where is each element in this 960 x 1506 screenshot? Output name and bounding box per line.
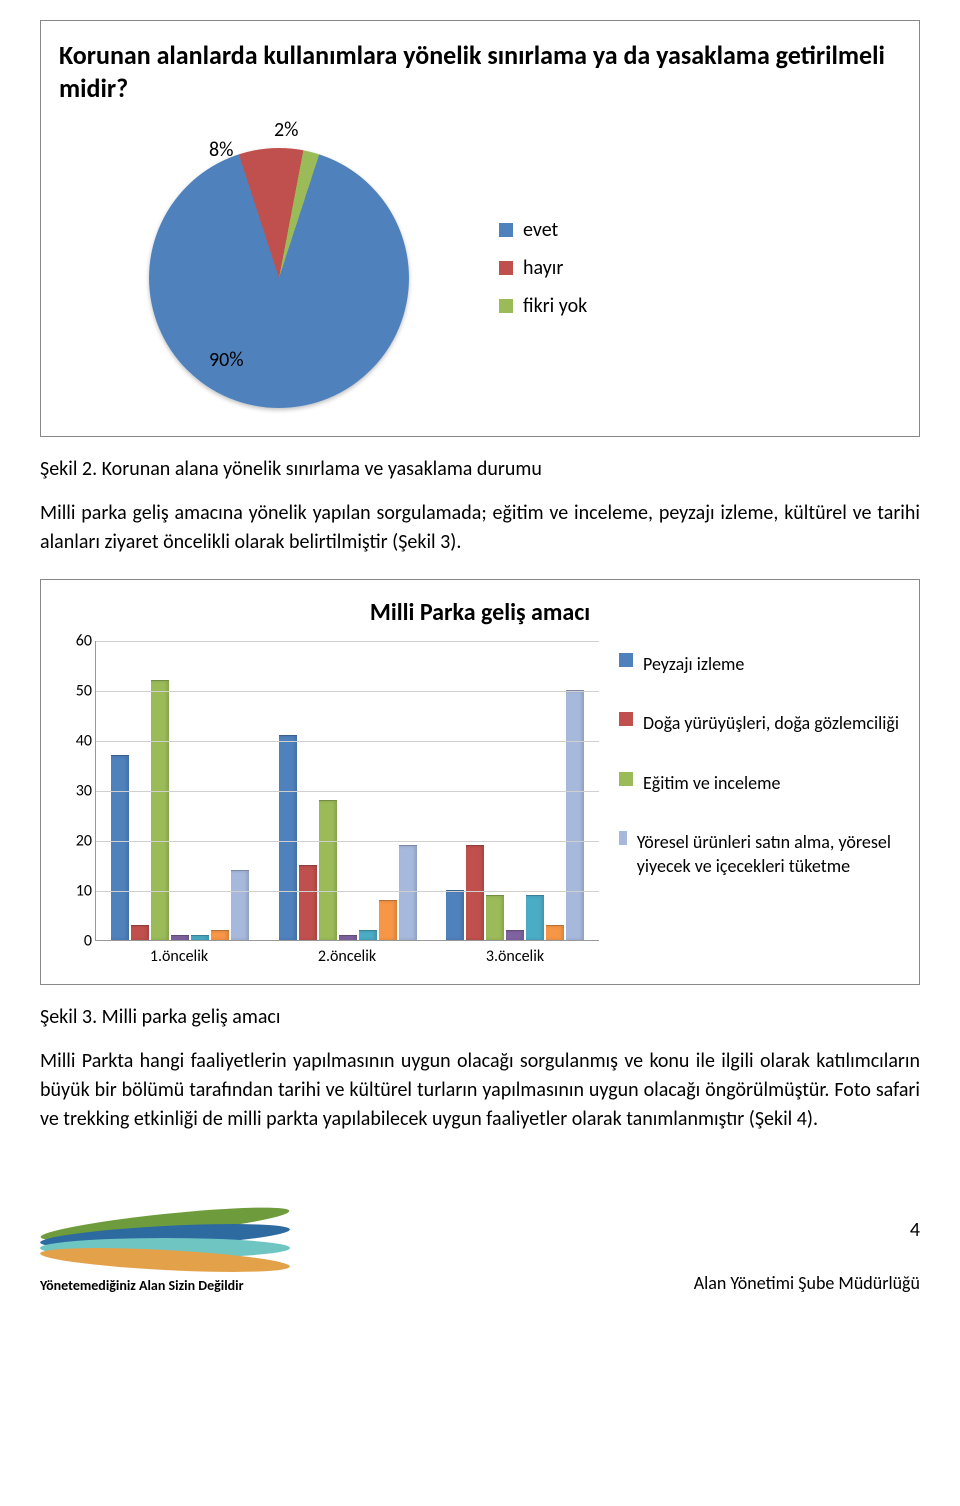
footer-slogan: Yönetemediğiniz Alan Sizin Değildir xyxy=(40,1277,244,1294)
bar xyxy=(466,845,484,940)
bar-legend-label: Yöresel ürünleri satın alma, yöresel yiy… xyxy=(637,831,899,878)
bar xyxy=(279,735,297,940)
bar-legend-item: Yöresel ürünleri satın alma, yöresel yiy… xyxy=(619,831,899,878)
swatch xyxy=(619,653,633,667)
page-number: 4 xyxy=(910,1218,920,1242)
pie-legend-label-evet: evet xyxy=(523,218,558,242)
bar xyxy=(566,690,584,940)
paragraph-2: Milli Parkta hangi faaliyetlerin yapılma… xyxy=(40,1047,920,1134)
footer-logo: Yönetemediğiniz Alan Sizin Değildir xyxy=(40,1204,340,1294)
bar xyxy=(131,925,149,940)
pie-row: 2% 8% 90% evet hayır fikri yok xyxy=(59,118,901,418)
swatch xyxy=(619,772,633,786)
bar xyxy=(339,935,357,940)
bar xyxy=(151,680,169,940)
bar-ylabel: 60 xyxy=(64,632,92,651)
bar-ylabel: 0 xyxy=(64,932,92,951)
bar-legend-item: Eğitim ve inceleme xyxy=(619,772,899,795)
bar xyxy=(231,870,249,940)
bar-xlabel: 2.öncelik xyxy=(263,947,431,966)
bar xyxy=(446,890,464,940)
bar-ylabel: 20 xyxy=(64,832,92,851)
department-name: Alan Yönetimi Şube Müdürlüğü xyxy=(694,1272,920,1294)
swatch-evet xyxy=(499,223,513,237)
bar-legend-label: Eğitim ve inceleme xyxy=(643,772,780,795)
bar xyxy=(191,935,209,940)
pie-legend-item-evet: evet xyxy=(499,218,587,242)
pie-legend: evet hayır fikri yok xyxy=(499,218,587,318)
bar xyxy=(111,755,129,940)
bar-legend-item: Doğa yürüyüşleri, doğa gözlemciliği xyxy=(619,712,899,735)
bar-ylabel: 30 xyxy=(64,782,92,801)
pie-legend-item-fikriyok: fikri yok xyxy=(499,294,587,318)
bar xyxy=(171,935,189,940)
bar-title: Milli Parka geliş amacı xyxy=(59,598,901,627)
bar-xlabel: 1.öncelik xyxy=(95,947,263,966)
bar xyxy=(506,930,524,940)
bar-legend-label: Doğa yürüyüşleri, doğa gözlemciliği xyxy=(643,712,899,735)
swatch xyxy=(619,831,627,845)
paragraph-1: Milli parka geliş amacına yönelik yapıla… xyxy=(40,499,920,557)
bar-ylabel: 10 xyxy=(64,882,92,901)
pie-legend-label-fikriyok: fikri yok xyxy=(523,294,587,318)
pie-slice-label-90pct: 90% xyxy=(209,348,244,372)
pie-title: Korunan alanlarda kullanımlara yönelik s… xyxy=(59,39,901,104)
bar-xlabels: 1.öncelik2.öncelik3.öncelik xyxy=(95,947,599,966)
pie-legend-label-hayir: hayır xyxy=(523,256,563,280)
bar xyxy=(399,845,417,940)
bar xyxy=(546,925,564,940)
bar-chart-card: Milli Parka geliş amacı 0102030405060 1.… xyxy=(40,579,920,985)
bar-ylabel: 50 xyxy=(64,682,92,701)
pie-legend-item-hayir: hayır xyxy=(499,256,587,280)
caption-sekil3: Şekil 3. Milli parka geliş amacı xyxy=(40,1005,920,1029)
pie-graphic xyxy=(149,148,409,408)
caption-sekil2: Şekil 2. Korunan alana yönelik sınırlama… xyxy=(40,457,920,481)
bar xyxy=(211,930,229,940)
bar xyxy=(319,800,337,940)
page-footer: Yönetemediğiniz Alan Sizin Değildir 4 Al… xyxy=(40,1204,920,1294)
bar xyxy=(526,895,544,940)
pie-chart-card: Korunan alanlarda kullanımlara yönelik s… xyxy=(40,20,920,437)
bar-legend-item: Peyzajı izleme xyxy=(619,653,899,676)
bar xyxy=(486,895,504,940)
bar-legend-label: Peyzajı izleme xyxy=(643,653,744,676)
bar-plot: 0102030405060 xyxy=(95,641,599,941)
bar-area: 0102030405060 1.öncelik2.öncelik3.önceli… xyxy=(59,641,901,966)
pie-slice-label-2pct: 2% xyxy=(274,118,298,142)
bar xyxy=(359,930,377,940)
swatch-hayir xyxy=(499,261,513,275)
bar-chart: 0102030405060 1.öncelik2.öncelik3.önceli… xyxy=(59,641,599,966)
bar-ylabel: 40 xyxy=(64,732,92,751)
footer-right: 4 Alan Yönetimi Şube Müdürlüğü xyxy=(694,1218,920,1294)
bar xyxy=(299,865,317,940)
bar xyxy=(379,900,397,940)
bar-legend: Peyzajı izleme Doğa yürüyüşleri, doğa göz… xyxy=(619,641,899,878)
pie-slice-label-8pct: 8% xyxy=(209,138,233,162)
bar-xlabel: 3.öncelik xyxy=(431,947,599,966)
swatch-fikriyok xyxy=(499,299,513,313)
swatch xyxy=(619,712,633,726)
pie-wrap: 2% 8% 90% xyxy=(119,118,459,418)
